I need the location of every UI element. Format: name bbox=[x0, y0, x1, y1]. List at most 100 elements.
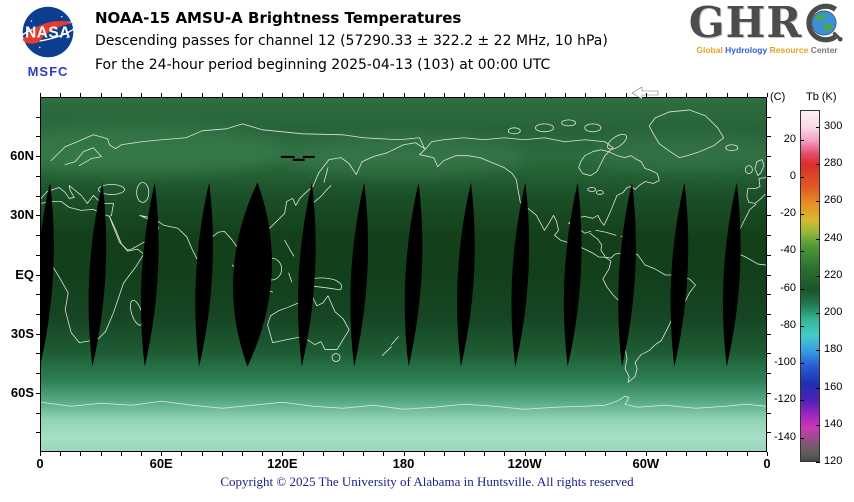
lon-tick bbox=[161, 452, 163, 456]
lon-tick bbox=[363, 452, 365, 456]
lat-tick bbox=[767, 353, 771, 355]
celsius-tick-mark bbox=[800, 325, 804, 327]
lat-tick bbox=[767, 274, 771, 276]
lon-tick bbox=[605, 93, 607, 97]
lon-tick bbox=[201, 93, 203, 97]
lon-tick bbox=[625, 93, 627, 97]
lat-axis-label: EQ bbox=[15, 266, 34, 282]
cursor-arrow-icon bbox=[631, 86, 659, 100]
lon-tick bbox=[585, 452, 587, 456]
celsius-tick-label: -40 bbox=[780, 244, 796, 257]
lon-tick bbox=[423, 452, 425, 456]
lat-tick bbox=[36, 136, 40, 138]
lat-tick bbox=[767, 392, 771, 394]
lat-tick bbox=[36, 333, 40, 335]
kelvin-tick-label: 180 bbox=[824, 343, 843, 356]
data-gap bbox=[140, 182, 159, 367]
lon-tick bbox=[767, 93, 768, 97]
celsius-tick-mark bbox=[800, 288, 804, 290]
lon-tick bbox=[504, 93, 506, 97]
lon-tick bbox=[726, 93, 728, 97]
lat-tick bbox=[767, 116, 771, 118]
colorbar bbox=[800, 110, 820, 462]
lat-tick bbox=[767, 412, 771, 414]
nasa-meatball-icon: NASA bbox=[19, 6, 77, 58]
data-gap bbox=[563, 182, 582, 367]
subtitle-period: For the 24-hour period beginning 2025-04… bbox=[95, 57, 551, 73]
scan-artifact bbox=[280, 155, 295, 159]
lat-tick bbox=[767, 254, 771, 256]
lat-tick bbox=[36, 294, 40, 296]
lon-tick bbox=[544, 93, 546, 97]
ghrc-subtitle: Global Hydrology Resource Center bbox=[684, 45, 850, 55]
map-shading bbox=[41, 123, 766, 178]
lon-tick bbox=[484, 93, 486, 97]
lon-tick bbox=[140, 93, 142, 97]
data-gap bbox=[232, 182, 272, 367]
celsius-tick-mark bbox=[800, 437, 804, 439]
lon-axis-label: 60E bbox=[149, 456, 173, 471]
lon-tick bbox=[585, 93, 587, 97]
lon-tick bbox=[80, 452, 82, 456]
lat-tick bbox=[36, 274, 40, 276]
lat-tick bbox=[36, 412, 40, 414]
lon-tick bbox=[181, 452, 183, 456]
lat-tick bbox=[767, 313, 771, 315]
lon-tick bbox=[60, 93, 62, 97]
lon-tick bbox=[605, 452, 607, 456]
lon-tick bbox=[221, 452, 223, 456]
lat-tick bbox=[767, 195, 771, 197]
lon-axis-label: 0 bbox=[763, 456, 771, 471]
lon-tick bbox=[140, 452, 142, 456]
lon-tick bbox=[443, 452, 445, 456]
data-gap bbox=[670, 182, 689, 367]
lat-tick bbox=[36, 254, 40, 256]
lon-tick bbox=[383, 452, 385, 456]
kelvin-tick-mark bbox=[816, 313, 820, 314]
lon-tick bbox=[524, 452, 526, 456]
lon-tick bbox=[464, 452, 466, 456]
kelvin-tick-mark bbox=[816, 164, 820, 165]
lat-tick bbox=[36, 215, 40, 217]
lon-tick bbox=[262, 93, 264, 97]
scan-artifacts bbox=[280, 155, 315, 161]
lat-tick bbox=[767, 235, 771, 237]
celsius-tick-mark bbox=[800, 400, 804, 402]
lon-tick bbox=[302, 93, 304, 97]
nasa-wordmark: NASA bbox=[25, 25, 71, 42]
lon-tick bbox=[383, 93, 385, 97]
lon-tick bbox=[706, 93, 708, 97]
celsius-tick-mark bbox=[800, 176, 804, 178]
nasa-logo-block: NASA MSFC bbox=[10, 4, 86, 79]
data-gap bbox=[195, 182, 213, 367]
kelvin-tick-mark bbox=[816, 126, 820, 128]
lon-axis-label: 180 bbox=[392, 456, 415, 471]
footer-copyright: Copyright © 2025 The University of Alaba… bbox=[220, 474, 634, 489]
kelvin-header: Tb (K) bbox=[806, 91, 837, 103]
lat-tick bbox=[36, 116, 40, 118]
lon-tick bbox=[443, 93, 445, 97]
kelvin-tick-label: 240 bbox=[824, 231, 843, 244]
kelvin-tick-label: 140 bbox=[824, 417, 843, 430]
lat-tick bbox=[36, 373, 40, 375]
lon-tick bbox=[282, 452, 284, 456]
subtitle-channel: Descending passes for channel 12 (57290.… bbox=[95, 33, 608, 49]
celsius-tick-label: -120 bbox=[773, 393, 796, 406]
kelvin-tick-mark bbox=[816, 238, 820, 240]
kelvin-tick-label: 280 bbox=[824, 157, 843, 169]
data-gap bbox=[88, 182, 107, 367]
kelvin-tick-label: 120 bbox=[824, 455, 843, 467]
scan-artifact bbox=[292, 158, 305, 161]
lat-axis-label: 60S bbox=[10, 384, 34, 400]
data-gap bbox=[511, 182, 530, 367]
lon-tick bbox=[666, 452, 668, 456]
msfc-label: MSFC bbox=[27, 64, 69, 79]
ghrc-subtitle-word: Resource bbox=[769, 45, 811, 55]
kelvin-tick-label: 220 bbox=[824, 268, 843, 281]
lon-tick bbox=[363, 93, 365, 97]
celsius-header: (C) bbox=[770, 91, 786, 103]
lon-tick bbox=[726, 452, 728, 456]
lon-tick bbox=[342, 93, 344, 97]
lon-tick bbox=[686, 93, 688, 97]
